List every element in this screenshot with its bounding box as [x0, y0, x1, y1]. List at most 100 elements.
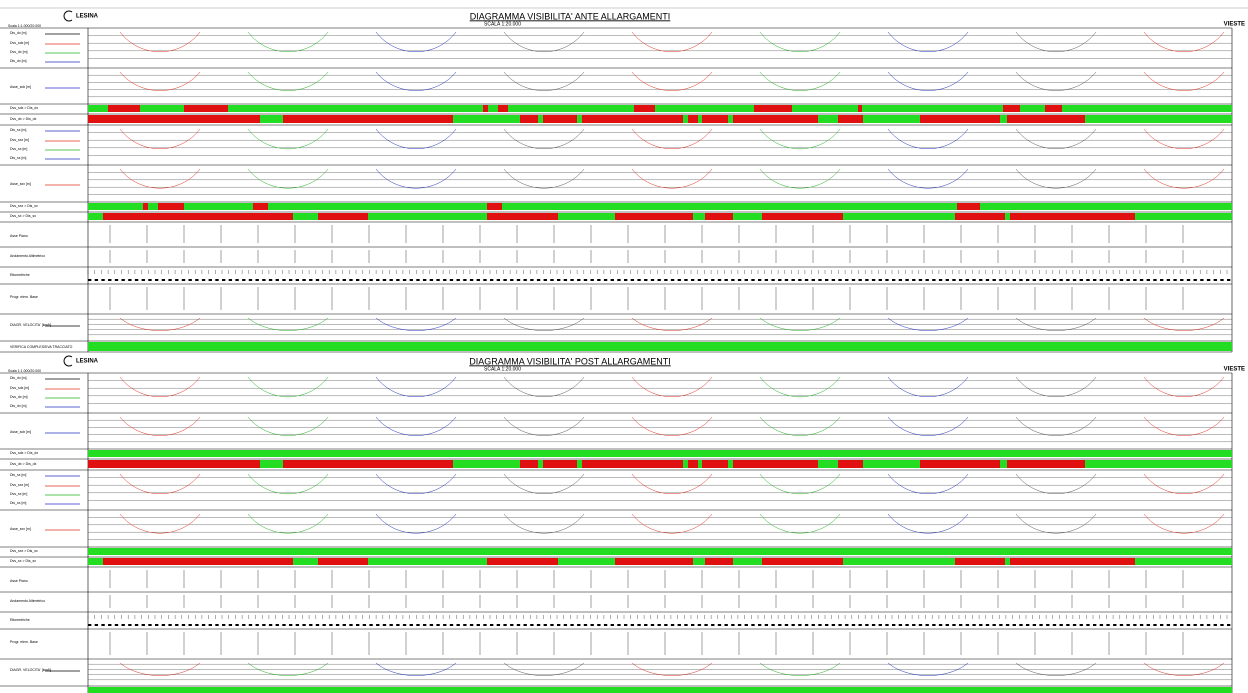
- etto-dash: [617, 279, 620, 281]
- check-bar-fail: [955, 558, 1005, 565]
- etto-dash: [899, 279, 902, 281]
- check-bar-fail: [702, 115, 728, 123]
- etto-dash: [1013, 279, 1016, 281]
- etto-dash: [912, 279, 915, 281]
- etto-dash: [209, 279, 212, 281]
- etto-dash: [872, 624, 875, 626]
- etto-dash: [885, 624, 888, 626]
- etto-dash: [731, 624, 734, 626]
- check-bar-fail: [143, 203, 148, 210]
- check-bar-fail: [688, 460, 698, 468]
- etto-dash: [162, 624, 165, 626]
- row-label: Ettometriche: [10, 618, 30, 622]
- etto-dash: [1167, 624, 1170, 626]
- etto-dash: [1127, 624, 1130, 626]
- etto-dash: [1153, 279, 1156, 281]
- etto-dash: [805, 279, 808, 281]
- etto-dash: [939, 624, 942, 626]
- page: {"panels":[ {"title":"DIAGRAMMA VISIBILI…: [0, 0, 1248, 693]
- etto-dash: [235, 624, 238, 626]
- etto-dash: [1220, 279, 1223, 281]
- etto-dash: [276, 624, 279, 626]
- etto-dash: [1086, 624, 1089, 626]
- etto-dash: [1194, 279, 1197, 281]
- etto-dash: [892, 279, 895, 281]
- etto-dash: [1187, 279, 1190, 281]
- etto-dash: [738, 624, 741, 626]
- etto-dash: [363, 624, 366, 626]
- etto-dash: [845, 279, 848, 281]
- row-label: Dvs_sdx [m]: [10, 386, 29, 390]
- row-label: Progr. elem. Base: [10, 640, 38, 644]
- etto-dash: [926, 279, 929, 281]
- etto-dash: [604, 279, 607, 281]
- etto-dash: [899, 624, 902, 626]
- etto-dash: [195, 624, 198, 626]
- check-bar-fail: [108, 105, 140, 112]
- check-bar-fail: [1010, 213, 1135, 220]
- etto-dash: [597, 624, 600, 626]
- etto-dash: [182, 279, 185, 281]
- etto-dash: [416, 624, 419, 626]
- row-label: Dvs_sx > Dis_sx: [10, 559, 36, 563]
- etto-dash: [1133, 279, 1136, 281]
- check-bar-fail: [838, 460, 863, 468]
- etto-dash: [778, 624, 781, 626]
- etto-dash: [577, 624, 580, 626]
- etto-dash: [410, 624, 413, 626]
- etto-dash: [671, 279, 674, 281]
- check-bar-fail: [838, 115, 863, 123]
- etto-dash: [758, 279, 761, 281]
- etto-dash: [88, 279, 91, 281]
- etto-dash: [376, 279, 379, 281]
- etto-dash: [550, 624, 553, 626]
- etto-dash: [524, 279, 527, 281]
- etto-dash: [115, 279, 118, 281]
- etto-dash: [1106, 279, 1109, 281]
- etto-dash: [1207, 624, 1210, 626]
- etto-dash: [416, 279, 419, 281]
- etto-dash: [148, 279, 151, 281]
- row-label: Dvs_sx [m]: [10, 492, 27, 496]
- etto-dash: [182, 624, 185, 626]
- etto-dash: [396, 279, 399, 281]
- panel-subtitle: SCALA 1:20.000: [484, 366, 521, 372]
- etto-dash: [323, 624, 326, 626]
- check-bar-fail: [1007, 460, 1085, 468]
- etto-dash: [202, 624, 205, 626]
- etto-dash: [256, 624, 259, 626]
- row-label: Dvs_dx > Dis_dx: [10, 462, 37, 466]
- check-bar-fail: [88, 115, 260, 123]
- etto-dash: [403, 279, 406, 281]
- check-bar-fail: [634, 105, 655, 112]
- etto-dash: [993, 279, 996, 281]
- etto-dash: [309, 624, 312, 626]
- etto-dash: [993, 624, 996, 626]
- etto-dash: [256, 279, 259, 281]
- etto-dash: [812, 624, 815, 626]
- check-bar-fail: [582, 460, 683, 468]
- check-bar-fail: [103, 213, 293, 220]
- etto-dash: [1086, 279, 1089, 281]
- row-label: Asse_sdx [m]: [10, 430, 31, 434]
- etto-dash: [611, 279, 614, 281]
- etto-dash: [530, 279, 533, 281]
- etto-dash: [885, 279, 888, 281]
- etto-dash: [175, 279, 178, 281]
- etto-dash: [704, 624, 707, 626]
- etto-dash: [336, 279, 339, 281]
- etto-dash: [524, 624, 527, 626]
- check-bar-fail: [103, 558, 293, 565]
- etto-dash: [1026, 624, 1029, 626]
- row-label: Dis_dx [m]: [10, 404, 27, 408]
- etto-dash: [1160, 624, 1163, 626]
- etto-dash: [1073, 624, 1076, 626]
- etto-dash: [765, 279, 768, 281]
- row-label: Dis_dx [m]: [10, 31, 27, 35]
- row-label: Dis_sx [m]: [10, 501, 26, 505]
- etto-dash: [865, 624, 868, 626]
- etto-dash: [1227, 279, 1230, 281]
- check-bar-fail: [283, 115, 453, 123]
- etto-dash: [832, 624, 835, 626]
- etto-dash: [168, 279, 171, 281]
